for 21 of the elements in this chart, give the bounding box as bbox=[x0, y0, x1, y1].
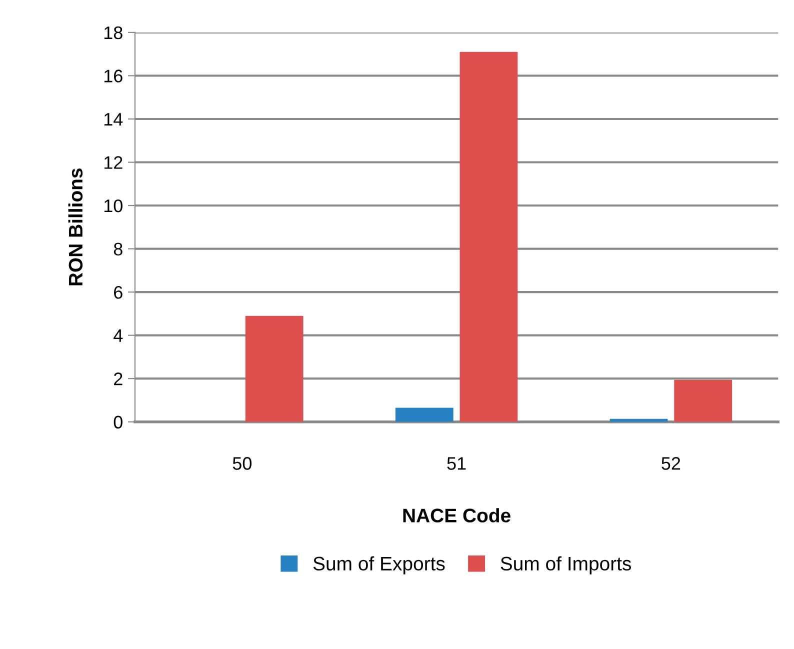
x-tick-label: 52 bbox=[662, 457, 680, 470]
y-tick-label: 6 bbox=[114, 286, 122, 299]
bar bbox=[460, 52, 518, 422]
y-tick-label: 8 bbox=[114, 242, 122, 256]
y-tick-label: 2 bbox=[114, 372, 122, 386]
y-tick-label: 4 bbox=[114, 329, 123, 342]
bar bbox=[674, 380, 732, 422]
y-tick-label: 0 bbox=[114, 416, 122, 429]
x-tick-label: 51 bbox=[447, 457, 466, 470]
y-tick-label: 10 bbox=[104, 199, 122, 212]
legend-label: Sum of Exports bbox=[313, 556, 445, 574]
bar bbox=[395, 408, 454, 422]
bar bbox=[245, 316, 304, 422]
y-tick-label: 14 bbox=[104, 113, 123, 126]
x-axis-title: NACE Code bbox=[403, 508, 510, 522]
x-tick-label: 50 bbox=[232, 457, 252, 470]
y-axis-title: RON Billions bbox=[68, 168, 83, 286]
legend-label: Sum of Imports bbox=[500, 556, 631, 574]
y-tick-label: 12 bbox=[104, 156, 122, 169]
y-tick-label: 18 bbox=[104, 26, 122, 40]
y-tick-label: 16 bbox=[104, 70, 122, 82]
